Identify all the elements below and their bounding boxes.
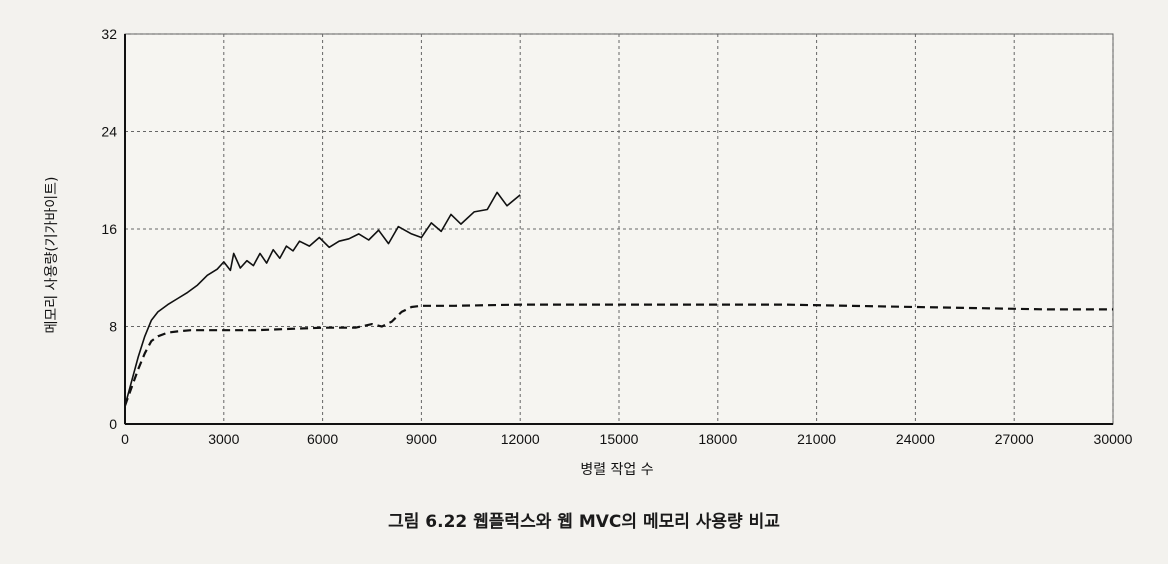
x-tick-label: 18000 bbox=[698, 431, 737, 447]
x-tick-label: 27000 bbox=[995, 431, 1034, 447]
x-tick-label: 30000 bbox=[1094, 431, 1133, 447]
x-axis-title: 병렬 작업 수 bbox=[580, 462, 653, 478]
axes bbox=[124, 34, 1113, 425]
figure-caption: 그림 6.22 웹플럭스와 웹 MVC의 메모리 사용량 비교 bbox=[388, 512, 780, 532]
grid bbox=[125, 33, 1114, 424]
x-tick-label: 12000 bbox=[501, 431, 540, 447]
y-tick-label: 24 bbox=[101, 124, 117, 140]
x-tick-label: 0 bbox=[121, 431, 129, 447]
x-tick-label: 21000 bbox=[797, 431, 836, 447]
series bbox=[123, 191, 1113, 407]
tick-labels: 0 3000 6000 9000 12000 15000 18000 21000 24000 27… bbox=[101, 26, 1132, 447]
series-line-2-dashed bbox=[123, 303, 1113, 407]
x-tick-label: 9000 bbox=[406, 431, 437, 447]
y-tick-label: 32 bbox=[101, 26, 117, 42]
y-tick-label: 16 bbox=[101, 221, 117, 237]
y-tick-label: 0 bbox=[109, 416, 117, 432]
x-tick-label: 6000 bbox=[307, 431, 338, 447]
y-axis-title: 메모리 사용량(기가바이트) bbox=[44, 176, 60, 333]
x-tick-label: 15000 bbox=[600, 431, 639, 447]
series-line-1-solid bbox=[124, 191, 521, 406]
x-tick-label: 24000 bbox=[896, 431, 935, 447]
x-tick-label: 3000 bbox=[208, 431, 239, 447]
y-tick-label: 8 bbox=[109, 319, 117, 335]
memory-usage-chart: 0 3000 6000 9000 12000 15000 18000 21000 24000 27… bbox=[44, 26, 1133, 478]
